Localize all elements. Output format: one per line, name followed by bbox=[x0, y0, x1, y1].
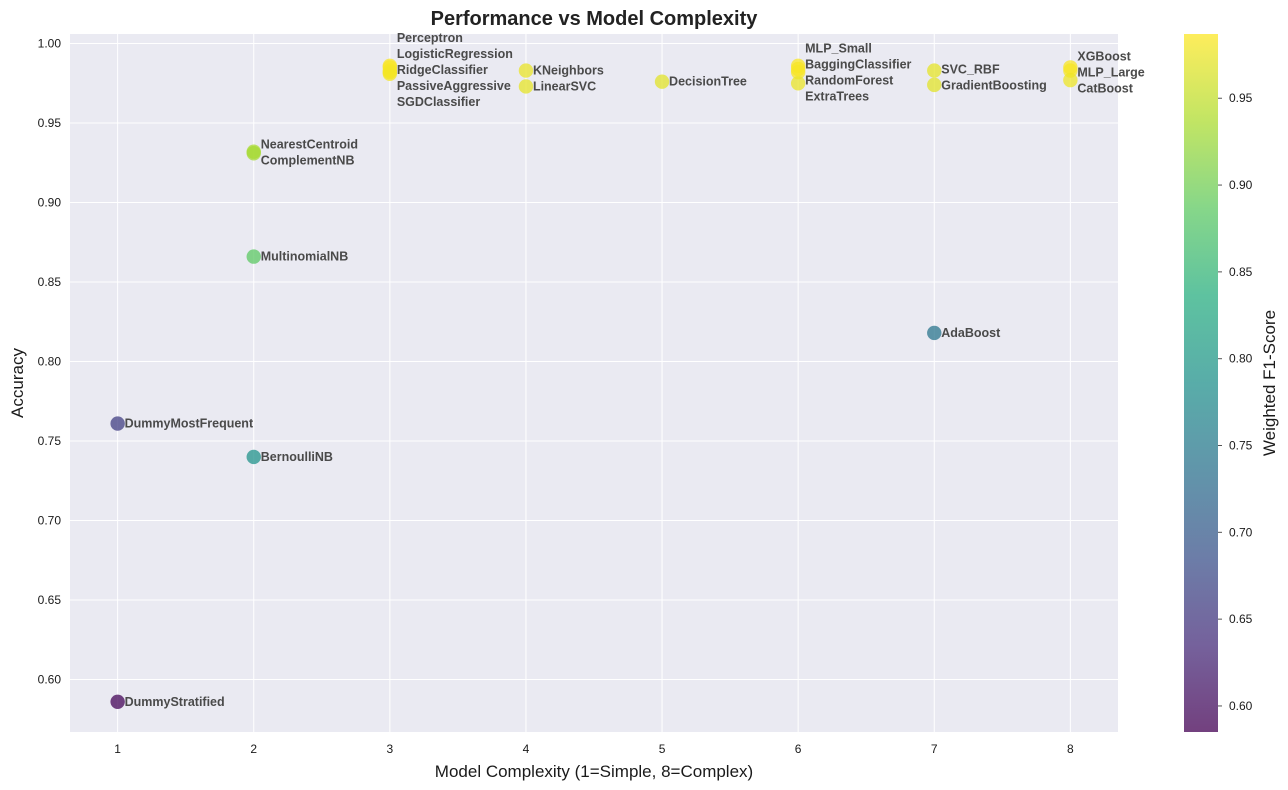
x-tick-label: 3 bbox=[387, 742, 394, 756]
colorbar-tick-label: 0.90 bbox=[1229, 178, 1253, 192]
colorbar bbox=[1184, 34, 1218, 732]
point-label: ExtraTrees bbox=[805, 90, 869, 104]
y-tick-label: 0.85 bbox=[38, 275, 62, 289]
x-tick-label: 1 bbox=[114, 742, 121, 756]
data-point bbox=[246, 249, 261, 264]
point-label: PassiveAggressive bbox=[397, 79, 511, 93]
data-point bbox=[790, 64, 806, 80]
point-label: DummyMostFrequent bbox=[125, 417, 254, 431]
y-tick-label: 0.95 bbox=[38, 116, 62, 130]
y-tick-label: 0.60 bbox=[38, 673, 62, 687]
data-point bbox=[246, 146, 261, 161]
point-label: ComplementNB bbox=[261, 153, 355, 167]
x-tick-label: 2 bbox=[250, 742, 257, 756]
point-label: RandomForest bbox=[805, 74, 894, 88]
y-tick-label: 0.80 bbox=[38, 355, 62, 369]
y-tick-label: 1.00 bbox=[38, 37, 62, 51]
point-label: AdaBoost bbox=[941, 326, 1001, 340]
data-point bbox=[654, 74, 670, 89]
point-label: LogisticRegression bbox=[397, 47, 513, 61]
y-axis-label: Accuracy bbox=[8, 348, 27, 418]
y-tick-label: 0.75 bbox=[38, 434, 62, 448]
y-tick-label: 0.90 bbox=[38, 196, 62, 210]
point-label: CatBoost bbox=[1077, 82, 1133, 96]
data-point bbox=[790, 76, 806, 91]
scatter-points bbox=[110, 58, 1078, 709]
point-label: SGDClassifier bbox=[397, 95, 481, 109]
chart-title: Performance vs Model Complexity bbox=[431, 8, 759, 30]
point-label: BaggingClassifier bbox=[805, 58, 911, 72]
grid-lines bbox=[70, 34, 1118, 732]
data-point bbox=[927, 63, 942, 78]
x-tick-label: 7 bbox=[931, 742, 938, 756]
x-tick-label: 5 bbox=[659, 742, 666, 756]
point-label: NearestCentroid bbox=[261, 137, 358, 151]
point-label: RidgeClassifier bbox=[397, 63, 488, 77]
colorbar-tick-label: 0.75 bbox=[1229, 439, 1253, 453]
point-label: DecisionTree bbox=[669, 75, 747, 89]
data-point bbox=[518, 63, 534, 78]
x-axis-label: Model Complexity (1=Simple, 8=Complex) bbox=[435, 762, 753, 781]
point-label: Perceptron bbox=[397, 31, 463, 45]
colorbar-tick-label: 0.85 bbox=[1229, 265, 1253, 279]
colorbar-tick-label: 0.60 bbox=[1229, 699, 1253, 713]
colorbar-ticks: 0.60 0.65 0.70 0.75 0.80 0.85 0.90 0.95 bbox=[1218, 91, 1253, 713]
point-label: XGBoost bbox=[1077, 50, 1131, 64]
point-label: GradientBoosting bbox=[941, 79, 1047, 93]
data-point bbox=[110, 694, 125, 709]
y-tick-label: 0.65 bbox=[38, 593, 62, 607]
x-tick-label: 8 bbox=[1067, 742, 1074, 756]
x-ticks: 1 2 3 4 5 6 7 8 bbox=[114, 742, 1074, 756]
colorbar-tick-label: 0.65 bbox=[1229, 612, 1253, 626]
data-point bbox=[518, 79, 534, 94]
data-point bbox=[246, 449, 261, 465]
data-point bbox=[1063, 72, 1078, 88]
point-label: BernoulliNB bbox=[261, 450, 333, 464]
colorbar-tick-label: 0.80 bbox=[1229, 352, 1253, 366]
point-label: MultinomialNB bbox=[261, 250, 349, 264]
data-point bbox=[927, 77, 942, 93]
point-labels: Perceptron LogisticRegression RidgeClassif… bbox=[125, 31, 1145, 709]
colorbar-label: Weighted F1-Score bbox=[1260, 310, 1279, 456]
data-point bbox=[382, 66, 398, 81]
plot-area bbox=[70, 34, 1118, 732]
data-point bbox=[110, 416, 125, 431]
y-tick-label: 0.70 bbox=[38, 514, 62, 528]
colorbar-tick-label: 0.70 bbox=[1229, 525, 1253, 539]
point-label: DummyStratified bbox=[125, 695, 225, 709]
colorbar-tick-label: 0.95 bbox=[1229, 91, 1253, 105]
x-tick-label: 6 bbox=[795, 742, 802, 756]
data-point bbox=[927, 325, 942, 341]
x-tick-label: 4 bbox=[523, 742, 530, 756]
y-ticks: 0.60 0.65 0.70 0.75 0.80 0.85 0.90 0.95 1.00 bbox=[38, 37, 62, 687]
point-label: MLP_Large bbox=[1077, 66, 1144, 80]
point-label: SVC_RBF bbox=[941, 63, 1000, 77]
point-label: LinearSVC bbox=[533, 80, 596, 94]
point-label: MLP_Small bbox=[805, 42, 872, 56]
point-label: KNeighbors bbox=[533, 64, 604, 78]
